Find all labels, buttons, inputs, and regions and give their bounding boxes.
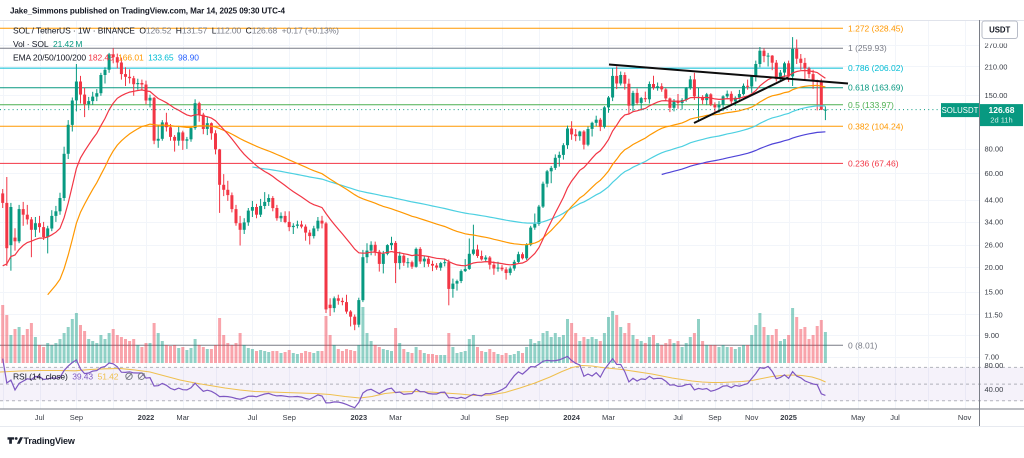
svg-text:SOLUSDT: SOLUSDT [942,106,979,115]
svg-text:Sep: Sep [283,413,296,422]
svg-text:0.786 (206.02): 0.786 (206.02) [848,63,903,73]
svg-text:2023: 2023 [350,413,367,422]
svg-text:Sep: Sep [495,413,508,422]
svg-text:34.00: 34.00 [985,218,1004,227]
svg-text:1.272 (328.45): 1.272 (328.45) [848,23,903,33]
svg-text:20.00: 20.00 [985,263,1004,272]
svg-text:Jake_Simmons published on Trad: Jake_Simmons published on TradingView.co… [10,7,285,16]
svg-text:SOL / TetherUS · 1W · BINANCE: SOL / TetherUS · 1W · BINANCE O126.52 H1… [13,26,339,36]
svg-text:Mar: Mar [176,413,189,422]
svg-text:Jul: Jul [35,413,45,422]
svg-text:Jul: Jul [673,413,683,422]
svg-text:1 (259.93): 1 (259.93) [848,43,887,53]
svg-text:40.00: 40.00 [985,385,1004,394]
svg-text:Mar: Mar [389,413,402,422]
svg-text:USDT: USDT [989,26,1010,35]
svg-text:126.68: 126.68 [989,105,1015,115]
svg-text:0.236 (67.46): 0.236 (67.46) [848,158,899,168]
svg-text:7.00: 7.00 [985,353,1000,362]
svg-text:60.00: 60.00 [985,169,1004,178]
svg-text:RSI (14, close) 39.43 51.42: RSI (14, close) 39.43 51.42 [13,372,119,382]
svg-text:2022: 2022 [138,413,155,422]
svg-text:2025: 2025 [780,413,797,422]
svg-text:80.00: 80.00 [985,145,1004,154]
svg-text:0.382 (104.24): 0.382 (104.24) [848,121,903,131]
svg-text:TradingView: TradingView [24,436,76,446]
svg-text:Vol · SOL 21.42 M: Vol · SOL 21.42 M [13,39,82,49]
svg-text:210.00: 210.00 [985,62,1008,71]
svg-text:Jul: Jul [890,413,900,422]
svg-text:Nov: Nov [958,413,972,422]
svg-text:270.00: 270.00 [985,41,1008,50]
svg-text:Sep: Sep [708,413,721,422]
svg-text:0.618 (163.69): 0.618 (163.69) [848,83,903,93]
svg-text:2024: 2024 [563,413,581,422]
svg-text:Sep: Sep [70,413,83,422]
svg-text:Jul: Jul [460,413,470,422]
svg-text:15.00: 15.00 [985,288,1004,297]
svg-text:Jul: Jul [248,413,258,422]
svg-text:May: May [851,413,865,422]
svg-text:44.00: 44.00 [985,196,1004,205]
svg-text:11.50: 11.50 [985,310,1003,319]
svg-text:150.00: 150.00 [985,91,1008,100]
svg-text:EMA 20/50/100/200 182.43 166.: EMA 20/50/100/200 182.43 166.01 133.65 9… [13,53,199,63]
svg-text:9.00: 9.00 [985,331,1000,340]
svg-text:0 (8.01): 0 (8.01) [848,340,877,350]
svg-text:Nov: Nov [745,413,759,422]
svg-text:0.5 (133.97): 0.5 (133.97) [848,100,894,110]
svg-text:Mar: Mar [602,413,615,422]
svg-text:2d 11h: 2d 11h [990,116,1012,125]
svg-text:26.00: 26.00 [985,241,1004,250]
svg-text:80.00: 80.00 [985,361,1004,370]
